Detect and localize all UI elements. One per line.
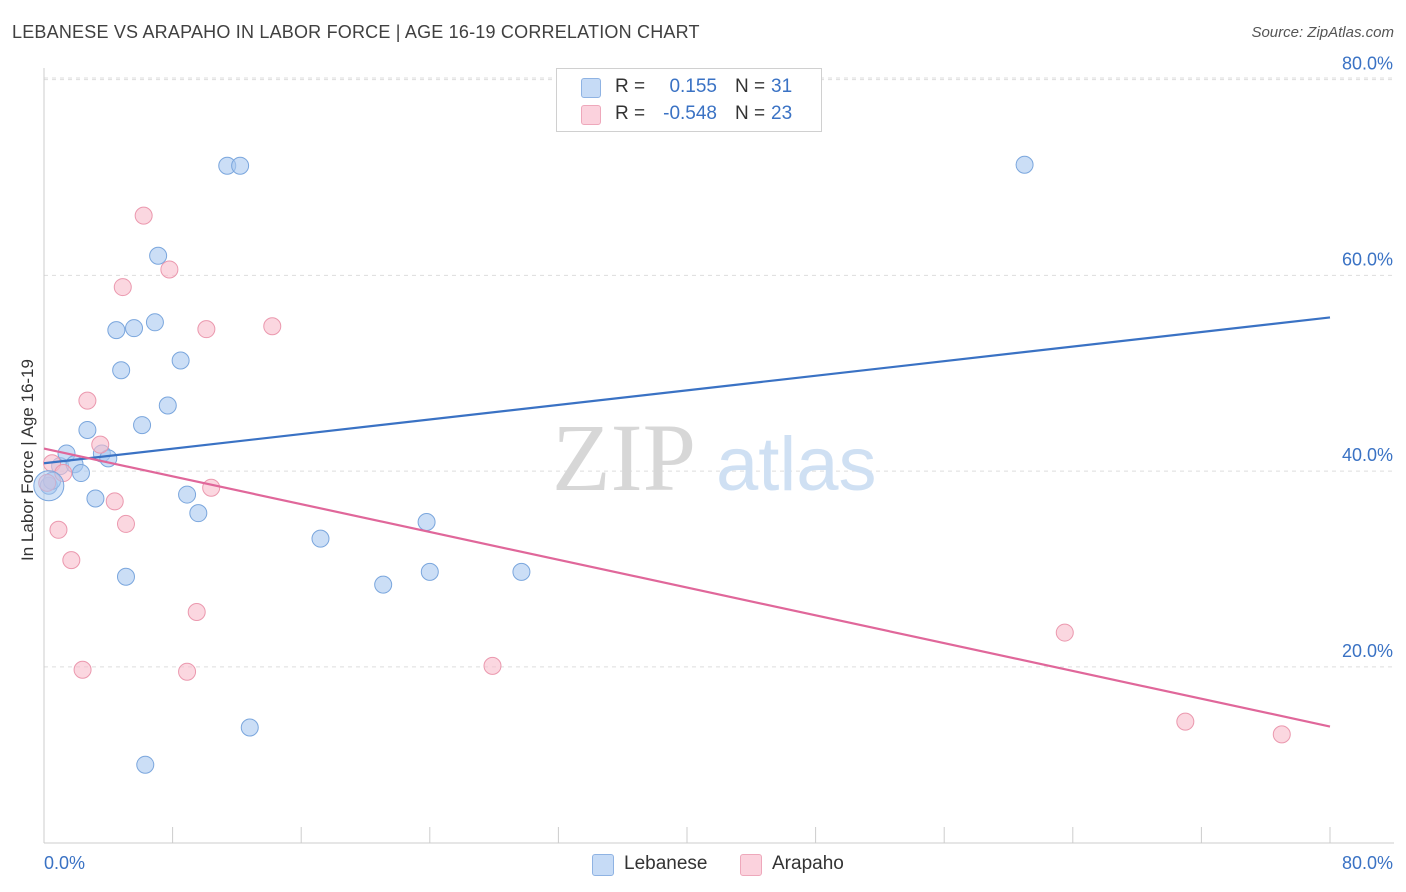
legend-n-label: N = [735, 103, 766, 124]
legend-n-label: N = [735, 76, 766, 97]
lebanese-point [420, 562, 439, 581]
y-axis-label: In Labor Force | Age 16-19 [18, 359, 37, 561]
lebanese-point [136, 755, 155, 774]
legend-r-value: -0.548 [663, 103, 717, 124]
lebanese-point [133, 416, 152, 435]
x-tick-label-min: 0.0% [44, 853, 85, 873]
arapaho-point [1055, 623, 1074, 642]
legend-swatch-arapaho [740, 854, 762, 876]
lebanese-point [417, 512, 436, 531]
trend-lines [43, 316, 1331, 728]
y-tick-label: 80.0% [1342, 54, 1393, 74]
lebanese-point [311, 529, 330, 548]
lebanese-point [112, 361, 131, 380]
legend-r-label: R = [615, 103, 646, 124]
lebanese-point [125, 319, 144, 338]
arapaho-point [62, 551, 81, 570]
arapaho-point [1176, 712, 1195, 731]
arapaho-point [91, 435, 110, 454]
arapaho-point [160, 260, 179, 279]
arapaho-point [73, 660, 92, 679]
lebanese-point [107, 321, 126, 340]
arapaho-point [202, 478, 221, 497]
lebanese-point [512, 562, 531, 581]
y-tick-label: 40.0% [1342, 445, 1393, 465]
lebanese-point [86, 489, 105, 508]
lebanese-point [71, 464, 90, 483]
lebanese-point [1015, 155, 1034, 174]
lebanese-point [171, 351, 190, 370]
watermark-zip: ZIP [552, 404, 696, 511]
legend-n-value: 31 [771, 76, 793, 97]
legend-swatch-lebanese [581, 78, 601, 98]
lebanese-point [189, 504, 208, 523]
legend-label-arapaho: Arapaho [772, 853, 844, 874]
legend-r-value: 0.155 [669, 76, 717, 97]
lebanese-trend-line [43, 316, 1331, 465]
arapaho-point [197, 320, 216, 339]
axes [43, 68, 1394, 844]
lebanese-point [178, 485, 197, 504]
lebanese-point-cluster [33, 470, 65, 502]
watermark: ZIP atlas [552, 404, 877, 511]
arapaho-point [187, 603, 206, 622]
arapaho-point [113, 278, 132, 297]
arapaho-point [483, 656, 502, 675]
lebanese-point [240, 718, 259, 737]
correlation-legend: R = 0.155 N = 31 R = -0.548 N = 23 [556, 68, 822, 132]
arapaho-point [178, 662, 197, 681]
y-tick-label: 60.0% [1342, 249, 1393, 269]
lebanese-point [145, 313, 164, 332]
tick-labels: 20.0% 40.0% 60.0% 80.0% 0.0% 80.0% [44, 54, 1393, 873]
lebanese-point [374, 575, 393, 594]
series-legend: Lebanese Arapaho [0, 852, 1406, 878]
legend-r-label: R = [615, 76, 646, 97]
source-label: Source: ZipAtlas.com [1251, 24, 1394, 41]
arapaho-point [78, 391, 97, 410]
legend-label-lebanese: Lebanese [624, 853, 708, 874]
arapaho-trend-line [43, 447, 1331, 728]
lebanese-point [149, 246, 168, 265]
arapaho-point [105, 492, 124, 511]
arapaho-point [1272, 725, 1291, 744]
lebanese-point [158, 396, 177, 415]
lebanese-point [116, 567, 135, 586]
chart-title: LEBANESE VS ARAPAHO IN LABOR FORCE | AGE… [12, 22, 700, 42]
legend-swatch-arapaho [581, 105, 601, 125]
lebanese-point [78, 420, 97, 439]
x-tick-label-max: 80.0% [1342, 853, 1393, 873]
arapaho-point [116, 514, 135, 533]
legend-swatch-lebanese [592, 854, 614, 876]
watermark-atlas: atlas [716, 422, 877, 507]
arapaho-point [263, 317, 282, 336]
legend-row-arapaho: R = -0.548 N = 23 [557, 101, 821, 127]
arapaho-point [134, 206, 153, 225]
arapaho-point [49, 520, 68, 539]
lebanese-point [231, 156, 250, 175]
legend-row-lebanese: R = 0.155 N = 31 [557, 74, 821, 100]
legend-n-value: 23 [771, 103, 793, 124]
y-tick-label: 20.0% [1342, 641, 1393, 661]
